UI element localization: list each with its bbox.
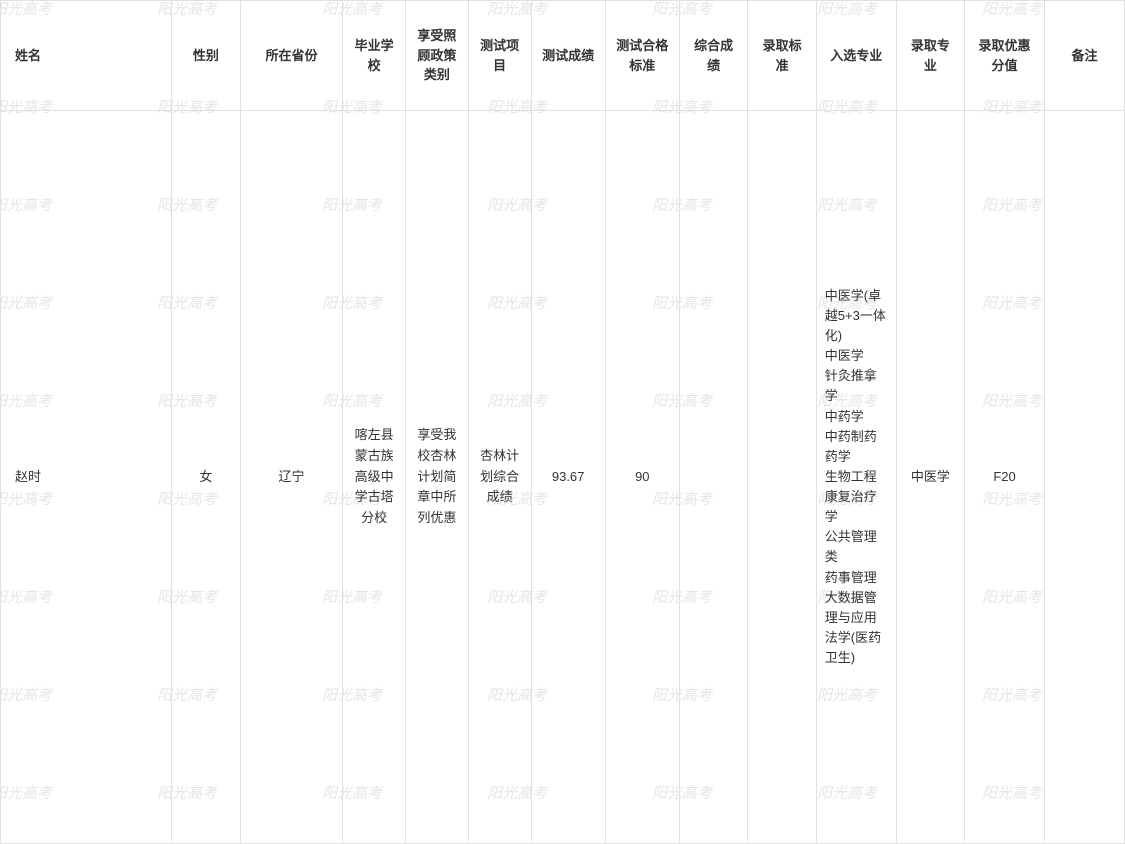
col-header-score: 测试成绩	[531, 1, 605, 111]
cell-prov: 辽宁	[240, 111, 343, 844]
table-row: 赵时 女 辽宁 喀左县蒙古族高级中学古塔分校 享受我校杏林计划简章中所列优惠 杏…	[1, 111, 1125, 844]
col-header-std: 录取标准	[748, 1, 816, 111]
cell-policy: 享受我校杏林计划简章中所列优惠	[406, 111, 469, 844]
cell-sex: 女	[172, 111, 240, 844]
cell-item: 杏林计划综合成绩	[468, 111, 531, 844]
col-header-school: 毕业学校	[343, 1, 406, 111]
col-header-prov: 所在省份	[240, 1, 343, 111]
table-body: 赵时 女 辽宁 喀左县蒙古族高级中学古塔分校 享受我校杏林计划简章中所列优惠 杏…	[1, 111, 1125, 844]
col-header-policy: 享受照顾政策类别	[406, 1, 469, 111]
cell-name: 赵时	[1, 111, 172, 844]
table-header-row: 姓名 性别 所在省份 毕业学校 享受照顾政策类别 测试项目 测试成绩 测试合格标…	[1, 1, 1125, 111]
cell-school: 喀左县蒙古族高级中学古塔分校	[343, 111, 406, 844]
cell-major: 中医学(卓越5+3一体化)中医学针灸推拿学中药学中药制药药学生物工程康复治疗学公…	[816, 111, 896, 844]
admission-table: 姓名 性别 所在省份 毕业学校 享受照顾政策类别 测试项目 测试成绩 测试合格标…	[0, 0, 1125, 844]
col-header-item: 测试项目	[468, 1, 531, 111]
col-header-note: 备注	[1045, 1, 1125, 111]
cell-score: 93.67	[531, 111, 605, 844]
col-header-pass: 测试合格标准	[605, 1, 679, 111]
cell-pass: 90	[605, 111, 679, 844]
col-header-admit: 录取专业	[896, 1, 964, 111]
cell-admit: 中医学	[896, 111, 964, 844]
cell-bonus: F20	[965, 111, 1045, 844]
col-header-sex: 性别	[172, 1, 240, 111]
table-header: 姓名 性别 所在省份 毕业学校 享受照顾政策类别 测试项目 测试成绩 测试合格标…	[1, 1, 1125, 111]
cell-note	[1045, 111, 1125, 844]
col-header-name: 姓名	[1, 1, 172, 111]
col-header-comp: 综合成绩	[679, 1, 747, 111]
col-header-bonus: 录取优惠分值	[965, 1, 1045, 111]
cell-comp	[679, 111, 747, 844]
col-header-major: 入选专业	[816, 1, 896, 111]
cell-std	[748, 111, 816, 844]
